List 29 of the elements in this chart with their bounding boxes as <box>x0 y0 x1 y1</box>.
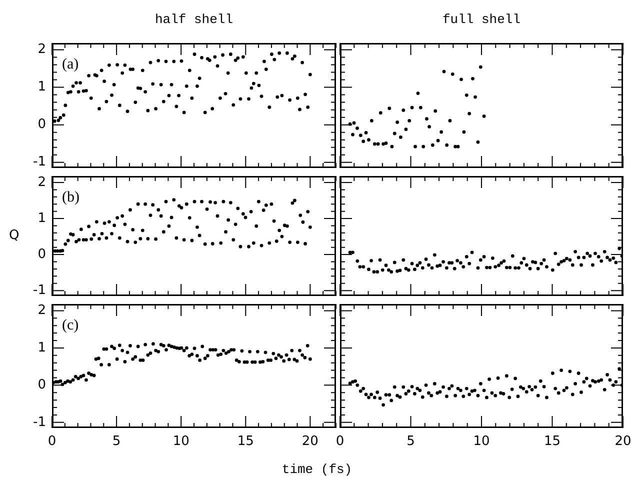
chart-title: half shell <box>154 12 234 27</box>
y-axis-title: Q <box>9 228 20 243</box>
x-tick-label: 5 <box>112 434 121 450</box>
x-tick-label: 10 <box>473 434 490 450</box>
chart-title: full shell <box>442 12 521 27</box>
annotation: (a) <box>62 56 79 72</box>
x-tick-label: 20 <box>614 434 632 450</box>
x-tick-label: 20 <box>302 434 318 450</box>
y-tick-label: 2 <box>38 174 46 190</box>
x-tick-label: 0 <box>48 434 56 450</box>
y-tick-label: 0 <box>38 246 46 262</box>
y-tick-label: 1 <box>38 80 46 95</box>
x-tick-label: 15 <box>237 434 254 450</box>
y-tick-label: 1 <box>38 340 46 356</box>
x-tick-label: 0 <box>336 434 344 450</box>
y-tick-label: -1 <box>33 154 46 170</box>
x-tick-label: 15 <box>544 434 561 450</box>
annotation: (b) <box>62 189 80 206</box>
y-tick-label: -1 <box>33 414 46 430</box>
annotation: (c) <box>62 317 79 334</box>
y-tick-label: 1 <box>38 210 46 226</box>
y-tick-label: 0 <box>38 378 46 393</box>
y-tick-label: 2 <box>38 303 46 318</box>
x-axis-title: time (fs) <box>282 462 352 477</box>
y-tick-label: 2 <box>38 42 46 58</box>
y-tick-label: -1 <box>33 282 46 298</box>
x-tick-label: 10 <box>172 434 190 450</box>
x-tick-label: 5 <box>406 434 415 450</box>
y-tick-label: 0 <box>38 117 46 132</box>
